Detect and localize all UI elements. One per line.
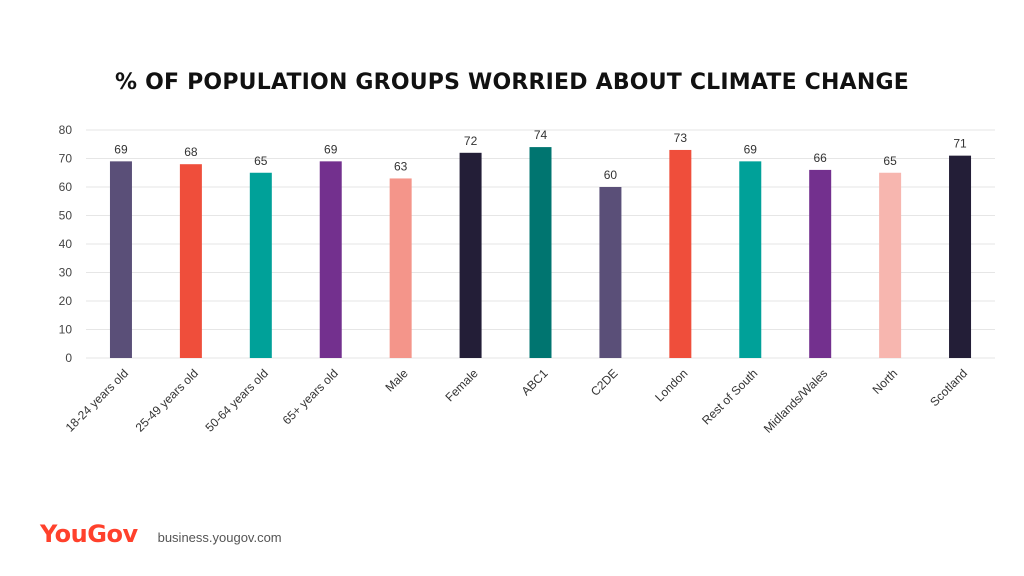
x-tick-label: 50-64 years old <box>203 366 271 434</box>
bar <box>809 169 832 358</box>
data-label: 73 <box>674 131 688 145</box>
data-label: 69 <box>324 142 338 156</box>
y-tick-label: 10 <box>59 323 73 337</box>
x-tick-label: ABC1 <box>519 366 551 398</box>
x-tick-label: London <box>652 366 690 404</box>
x-axis: 18-24 years old 25-49 years old 50-64 year… <box>63 366 970 436</box>
x-tick-label: Rest of South <box>699 366 760 427</box>
y-axis: 0 10 20 30 40 50 60 70 80 <box>59 123 73 365</box>
x-tick-label: Male <box>382 366 411 395</box>
x-tick-label: North <box>870 366 901 397</box>
data-labels: 69 68 65 69 63 72 74 60 73 69 66 65 71 <box>114 128 967 182</box>
bar <box>529 147 552 358</box>
x-tick-label: Female <box>443 366 481 404</box>
data-label: 68 <box>184 145 198 159</box>
data-label: 66 <box>814 151 828 165</box>
y-tick-label: 50 <box>59 209 73 223</box>
chart-bars <box>109 147 972 358</box>
bar <box>319 161 342 358</box>
x-tick-label: 65+ years old <box>280 366 341 427</box>
y-tick-label: 80 <box>59 123 73 137</box>
y-tick-label: 40 <box>59 237 73 251</box>
bar <box>879 172 902 358</box>
bar <box>599 187 622 358</box>
bar <box>389 178 412 358</box>
x-tick-label: 25-49 years old <box>133 366 201 434</box>
data-label: 72 <box>464 134 478 148</box>
y-tick-label: 20 <box>59 294 73 308</box>
data-label: 71 <box>953 137 967 151</box>
data-label: 65 <box>883 154 897 168</box>
y-tick-label: 0 <box>65 351 72 365</box>
data-label: 69 <box>114 142 128 156</box>
x-tick-label: 18-24 years old <box>63 366 131 434</box>
website-url: business.yougov.com <box>157 530 282 545</box>
chart-title: % OF POPULATION GROUPS WORRIED ABOUT CLI… <box>115 70 909 95</box>
footer: YouGov business.yougov.com <box>40 520 282 548</box>
data-label: 65 <box>254 154 268 168</box>
y-tick-label: 60 <box>59 180 73 194</box>
bar <box>669 149 692 358</box>
bar <box>949 155 972 358</box>
data-label: 63 <box>394 159 408 173</box>
x-tick-label: C2DE <box>588 366 621 399</box>
bar <box>109 161 132 358</box>
data-label: 74 <box>534 128 548 142</box>
y-tick-label: 30 <box>59 266 73 280</box>
bar <box>249 172 272 358</box>
x-tick-label: Scotland <box>927 366 970 409</box>
bar <box>459 152 482 358</box>
x-tick-label: Midlands/Wales <box>761 366 830 435</box>
y-tick-label: 70 <box>59 152 73 166</box>
bar <box>179 164 202 358</box>
data-label: 60 <box>604 168 618 182</box>
data-label: 69 <box>744 142 758 156</box>
bar <box>739 161 762 358</box>
yougov-logo: YouGov <box>40 520 138 548</box>
